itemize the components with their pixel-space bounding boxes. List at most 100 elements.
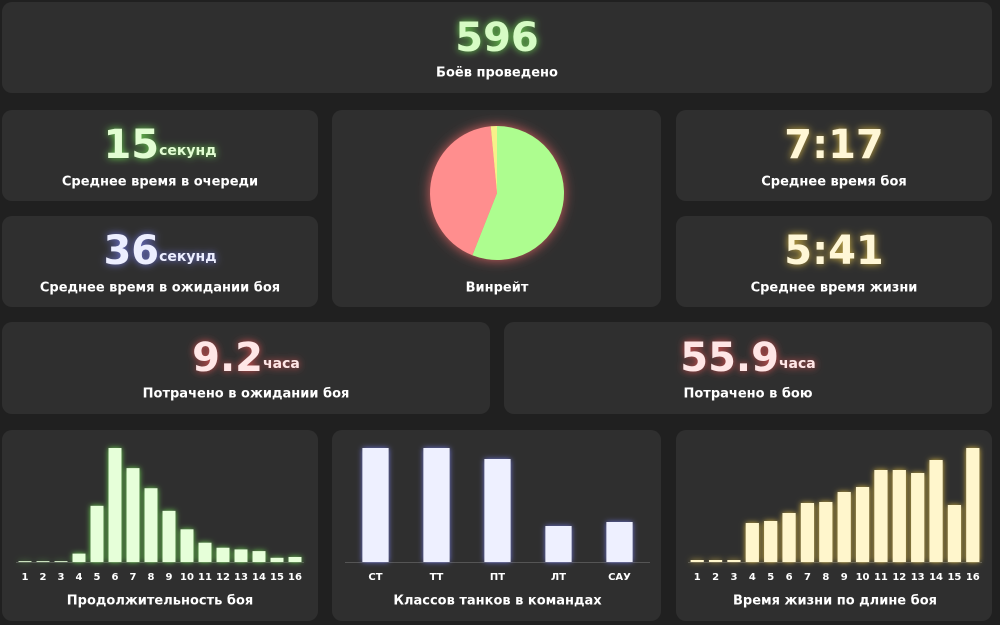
bar — [288, 556, 302, 562]
card — [2, 322, 490, 414]
bar — [708, 560, 723, 562]
bar — [108, 448, 122, 562]
stat-label: Среднее время в очереди — [62, 175, 258, 190]
bar — [892, 470, 906, 562]
x-tick-label: 2 — [40, 572, 47, 583]
x-tick-label: 1 — [694, 572, 701, 583]
x-tick-label: 3 — [730, 572, 737, 583]
stat-value: 7:17 — [784, 122, 884, 168]
bar — [764, 521, 778, 562]
bar — [36, 561, 50, 562]
bar — [216, 547, 230, 562]
stat-number: 55.9 — [680, 335, 779, 381]
stat-value: 9.2часа — [192, 335, 300, 381]
stat-value: 5:41 — [784, 228, 884, 274]
pie-slice — [429, 126, 497, 256]
bar — [782, 513, 796, 562]
x-tick-label: 14 — [929, 572, 943, 583]
stat-label: Потрачено в бою — [683, 387, 812, 402]
bar — [362, 448, 389, 562]
x-tick-label: ТТ — [430, 572, 444, 583]
bar — [126, 468, 140, 562]
bar — [234, 549, 248, 562]
bar — [690, 560, 704, 562]
card — [504, 322, 992, 414]
x-tick-label: 7 — [130, 572, 137, 583]
x-tick-label: 8 — [148, 572, 155, 583]
bar — [911, 473, 925, 562]
bar — [837, 492, 851, 562]
bars — [18, 448, 302, 562]
stat-number: 36 — [103, 228, 159, 274]
stat-value: 36секунд — [103, 228, 216, 274]
stat-value: 15секунд — [103, 122, 216, 168]
stat-label: Среднее время жизни — [751, 281, 918, 296]
x-tick-label: САУ — [608, 572, 631, 583]
stat-unit: секунд — [159, 143, 216, 159]
card — [2, 216, 318, 307]
x-tick-label: 14 — [252, 572, 266, 583]
x-tick-label: 15 — [947, 572, 961, 583]
card — [676, 110, 992, 201]
x-tick-label: 11 — [198, 572, 212, 583]
bar — [198, 542, 212, 562]
stat-unit: часа — [779, 356, 816, 372]
stat-number: 7:17 — [784, 122, 884, 168]
x-tick-label: 13 — [911, 572, 925, 583]
chart-title: Время жизни по длине боя — [733, 594, 937, 609]
pie-slice — [490, 126, 497, 193]
pie-slice — [472, 126, 564, 260]
x-tick-label: 15 — [270, 572, 284, 583]
x-tick-label: СТ — [368, 572, 382, 583]
x-tick-label: 5 — [767, 572, 774, 583]
stat-label: Среднее время в ожидании боя — [40, 281, 280, 296]
bar — [270, 557, 284, 562]
x-tick-label: 11 — [874, 572, 888, 583]
bar — [606, 522, 633, 562]
x-tick-label: 10 — [856, 572, 870, 583]
x-tick-label: 12 — [216, 572, 230, 583]
bar — [144, 488, 158, 562]
bar — [819, 502, 833, 562]
bar — [929, 460, 943, 562]
chart-title: Классов танков в командах — [393, 594, 602, 609]
bar — [855, 487, 870, 562]
stat-value: 55.9часа — [680, 335, 816, 381]
bar — [180, 529, 194, 562]
chart-title: Винрейт — [466, 281, 529, 296]
bar — [874, 470, 888, 562]
stat-number: 596 — [455, 15, 539, 61]
stat-number: 5:41 — [784, 228, 884, 274]
card — [2, 430, 318, 621]
x-tick-label: 16 — [966, 572, 980, 583]
bar — [727, 560, 741, 562]
stat-value: 596 — [455, 15, 539, 61]
x-tick-label: 16 — [288, 572, 302, 583]
x-tick-label: 3 — [58, 572, 65, 583]
card — [676, 430, 992, 621]
x-tick-label: ЛТ — [551, 572, 566, 583]
card — [676, 216, 992, 307]
bar — [72, 553, 86, 562]
x-tick-label: 2 — [712, 572, 719, 583]
x-tick-label: 6 — [112, 572, 119, 583]
bar — [947, 505, 962, 562]
x-tick-label: 5 — [94, 572, 101, 583]
bar — [484, 459, 511, 562]
x-tick-label: 9 — [166, 572, 173, 583]
bar — [18, 561, 32, 562]
stat-label: Среднее время боя — [761, 175, 907, 190]
x-tick-label: 6 — [786, 572, 793, 583]
pie — [429, 126, 564, 260]
stat-number: 15 — [103, 122, 159, 168]
bar — [54, 561, 68, 562]
bars — [362, 448, 633, 562]
bar — [745, 523, 759, 562]
bars — [690, 448, 980, 562]
stat-unit: часа — [263, 356, 300, 372]
x-tick-label: 7 — [804, 572, 811, 583]
x-tick-label: 4 — [749, 572, 756, 583]
bar — [545, 526, 572, 562]
x-tick-label: 13 — [234, 572, 248, 583]
